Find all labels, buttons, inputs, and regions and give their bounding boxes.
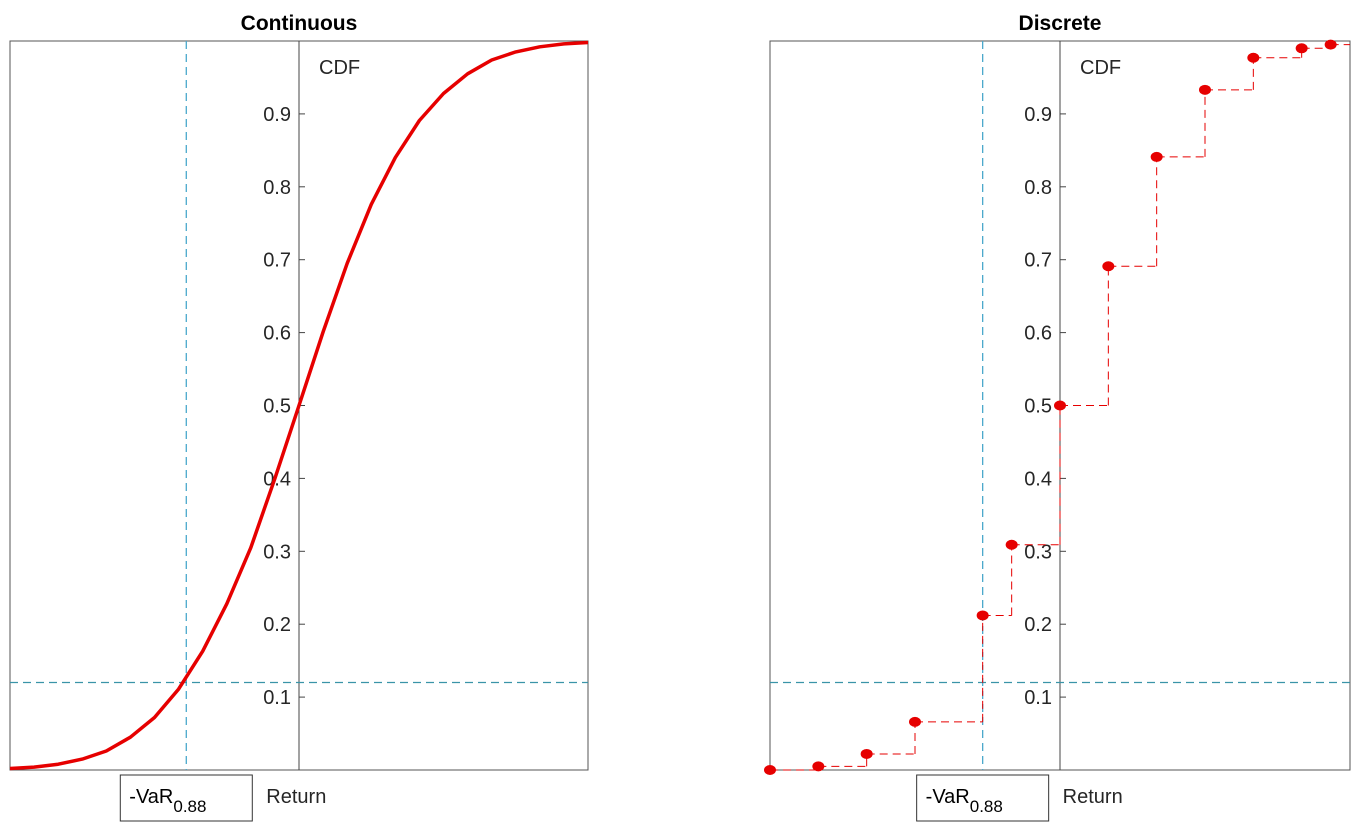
cdf-point bbox=[909, 716, 921, 727]
y-axis-label: CDF bbox=[319, 57, 360, 79]
y-tick-label: 0.4 bbox=[263, 468, 291, 490]
cdf-point bbox=[1295, 43, 1308, 54]
cdf-point bbox=[860, 748, 873, 759]
y-tick-label: 0.7 bbox=[263, 250, 291, 272]
y-tick-label: 0.6 bbox=[1024, 323, 1052, 345]
continuous-chart: Continuous 0.1 0.2 0.3 0.4 0.5 0.6 0.7 0.8 0.9 CDF… bbox=[9, 12, 589, 822]
y-tick-label: 0.3 bbox=[263, 541, 291, 563]
x-axis-label: Return bbox=[266, 786, 326, 808]
y-tick-label: 0.2 bbox=[263, 614, 291, 636]
y-tick-label: 0.4 bbox=[1024, 468, 1052, 490]
y-tick-label: 0.8 bbox=[1024, 177, 1052, 199]
y-tick-label: 0.2 bbox=[1024, 614, 1052, 636]
var-label: -VaR0.88 bbox=[129, 786, 206, 816]
discrete-chart: Discrete 0.1 0.2 0.3 0.4 0.5 0.6 0.7 0.8 0.9 CDF -V… bbox=[764, 12, 1351, 822]
cdf-point bbox=[1324, 39, 1337, 50]
cdf-point bbox=[1199, 84, 1211, 95]
cdf-curve bbox=[9, 40, 589, 771]
cdf-point bbox=[1150, 151, 1163, 162]
y-tick-label: 0.6 bbox=[263, 323, 291, 345]
cdf-point bbox=[976, 610, 989, 621]
y-tick-label: 0.8 bbox=[263, 177, 291, 199]
y-tick-label: 0.3 bbox=[1024, 541, 1052, 563]
y-tick-label: 0.7 bbox=[1024, 250, 1052, 272]
y-tick-label: 0.9 bbox=[1024, 104, 1052, 126]
y-tick-label: 0.9 bbox=[263, 104, 291, 126]
var-label-box bbox=[119, 774, 253, 822]
cdf-point bbox=[1054, 400, 1066, 411]
continuous-panel: Continuous 0.1 0.2 0.3 0.4 0.5 0.6 0.7 0.8 0.9 CDF… bbox=[0, 0, 640, 836]
y-tick-label: 0.1 bbox=[263, 687, 291, 709]
y-tick-label: 0.5 bbox=[263, 396, 291, 418]
chart-title: Continuous bbox=[241, 12, 358, 35]
cdf-point bbox=[764, 765, 776, 775]
cdf-point bbox=[1247, 52, 1260, 63]
discrete-panel: Discrete 0.1 0.2 0.3 0.4 0.5 0.6 0.7 0.8 0.9 CDF -V… bbox=[680, 0, 1362, 836]
cdf-point bbox=[812, 761, 825, 772]
var-label-box bbox=[916, 774, 1050, 822]
y-tick-label: 0.1 bbox=[1024, 687, 1052, 709]
var-label: -VaR0.88 bbox=[926, 786, 1003, 816]
y-axis-label: CDF bbox=[1080, 57, 1121, 79]
cdf-point bbox=[1102, 261, 1115, 272]
y-tick-label: 0.5 bbox=[1024, 396, 1052, 418]
cdf-point bbox=[1005, 539, 1018, 550]
chart-title: Discrete bbox=[1019, 12, 1102, 35]
x-axis-label: Return bbox=[1063, 786, 1123, 808]
